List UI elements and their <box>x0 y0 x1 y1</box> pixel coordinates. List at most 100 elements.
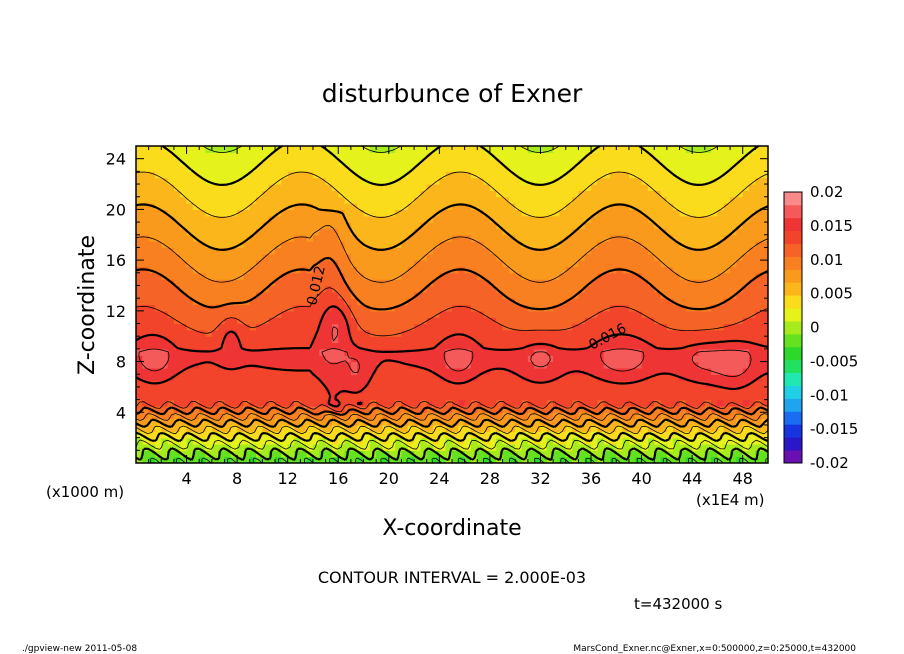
heatmap-cell <box>433 165 440 172</box>
heatmap-cell <box>553 310 561 318</box>
heatmap-cell <box>142 228 150 236</box>
heatmap-cell <box>433 374 440 382</box>
heatmap-cell <box>357 247 365 255</box>
heatmap-cell <box>723 361 731 369</box>
heatmap-cell <box>199 158 207 166</box>
heatmap-cell <box>749 196 756 204</box>
heatmap-cell <box>679 412 687 420</box>
heatmap-cell <box>312 215 320 223</box>
heatmap-cell <box>249 190 257 198</box>
heatmap-cell <box>610 450 617 458</box>
heatmap-cell <box>136 272 143 280</box>
heatmap-cell <box>224 367 232 375</box>
heatmap-cell <box>597 424 605 432</box>
heatmap-cell <box>755 177 763 185</box>
heatmap-cell <box>243 304 251 312</box>
heatmap-cell <box>218 374 226 382</box>
heatmap-cell <box>325 298 333 306</box>
heatmap-cell <box>136 285 143 293</box>
heatmap-cell <box>237 443 245 451</box>
heatmap-cell <box>357 329 365 337</box>
heatmap-cell <box>243 450 251 458</box>
heatmap-cell <box>749 443 756 451</box>
heatmap-cell <box>458 272 466 280</box>
heatmap-cell <box>515 317 523 325</box>
heatmap-cell <box>256 418 263 426</box>
heatmap-cell <box>192 209 200 217</box>
heatmap-cell <box>344 348 352 356</box>
heatmap-cell <box>717 431 725 439</box>
heatmap-cell <box>464 184 472 191</box>
heatmap-cell <box>357 165 365 172</box>
heatmap-cell <box>319 222 327 230</box>
heatmap-cell <box>489 298 497 306</box>
heatmap-cell <box>338 196 346 204</box>
heatmap-cell <box>704 456 712 463</box>
heatmap-cell <box>641 424 649 432</box>
heatmap-cell <box>679 171 687 179</box>
heatmap-cell <box>262 171 270 179</box>
heatmap-cell <box>452 165 459 172</box>
heatmap-cell <box>287 165 295 172</box>
heatmap-cell <box>597 443 605 451</box>
heatmap-cell <box>641 386 649 394</box>
heatmap-cell <box>711 342 719 350</box>
heatmap-cell <box>622 152 630 160</box>
heatmap-cell <box>420 456 428 463</box>
heatmap-cell <box>186 228 194 236</box>
heatmap-cell <box>673 298 681 306</box>
heatmap-cell <box>647 437 655 445</box>
heatmap-cell <box>338 367 346 375</box>
heatmap-cell <box>496 209 504 217</box>
heatmap-cell <box>540 158 548 166</box>
heatmap-cell <box>312 272 320 280</box>
heatmap-cell <box>344 310 352 318</box>
heatmap-cell <box>199 234 207 242</box>
heatmap-cell <box>237 450 245 458</box>
heatmap-cell <box>502 222 510 230</box>
heatmap-cell <box>186 393 194 401</box>
heatmap-cell <box>369 253 377 261</box>
heatmap-cell <box>502 247 510 255</box>
heatmap-cell <box>300 165 308 172</box>
heatmap-cell <box>730 393 737 401</box>
heatmap-cell <box>470 355 478 363</box>
heatmap-cell <box>249 253 257 261</box>
heatmap-cell <box>281 222 289 230</box>
heatmap-cell <box>603 418 611 426</box>
heatmap-cell <box>685 424 693 432</box>
heatmap-cell <box>666 215 674 223</box>
heatmap-cell <box>470 443 478 451</box>
heatmap-cell <box>173 456 181 463</box>
heatmap-cell <box>452 171 459 179</box>
heatmap-cell <box>287 298 295 306</box>
heatmap-cell <box>401 437 409 445</box>
heatmap-cell <box>755 418 763 426</box>
heatmap-cell <box>294 272 301 280</box>
heatmap-cell <box>730 431 737 439</box>
heatmap-cell <box>477 431 485 439</box>
heatmap-cell <box>540 209 548 217</box>
heatmap-cell <box>376 222 384 230</box>
heatmap-cell <box>496 323 504 331</box>
heatmap-cell <box>319 177 327 185</box>
heatmap-cell <box>546 329 554 337</box>
heatmap-cell <box>458 241 466 249</box>
heatmap-cell <box>515 336 523 344</box>
heatmap-cell <box>730 380 737 388</box>
heatmap-cell <box>654 450 662 458</box>
heatmap-cell <box>692 260 700 268</box>
heatmap-cell <box>546 146 554 153</box>
heatmap-cell <box>237 355 245 363</box>
heatmap-cell <box>616 203 624 210</box>
heatmap-cell <box>237 266 245 274</box>
heatmap-cell <box>489 450 497 458</box>
heatmap-cell <box>515 437 523 445</box>
heatmap-cell <box>477 393 485 401</box>
heatmap-cell <box>180 272 188 280</box>
heatmap-cell <box>508 146 516 153</box>
heatmap-cell <box>414 190 421 198</box>
heatmap-cell <box>660 146 668 153</box>
heatmap-cell <box>660 298 668 306</box>
heatmap-cell <box>730 310 737 318</box>
